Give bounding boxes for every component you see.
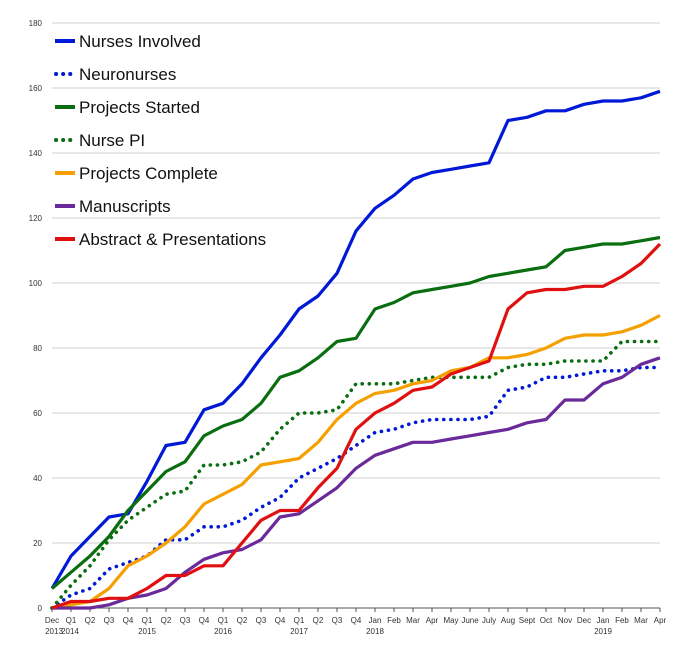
x-tick-label: Apr [426,616,439,625]
x-tick-label: Oct [540,616,553,625]
legend-label: Nurses Involved [79,32,201,51]
series-line-nurse-pi [50,339,662,610]
x-tick-label: Aug [501,616,515,625]
x-tick-label: Q2 [237,616,248,625]
x-tick-label: Q3 [180,616,191,625]
x-tick-label: Feb [615,616,629,625]
y-tick-label: 0 [38,604,43,613]
y-tick-label: 180 [29,19,43,28]
x-tick-label: Feb [387,616,401,625]
y-tick-label: 160 [29,84,43,93]
x-tick-label: Q4 [123,616,134,625]
x-tick-label: Q4 [199,616,210,625]
x-tick-label: Apr [654,616,667,625]
x-tick-label: Dec [577,616,591,625]
series-line-projects-complete [51,314,661,610]
x-tick-label: Nov [558,616,572,625]
x-tick-label: Q3 [332,616,343,625]
x-tick-label: Dec [45,616,59,625]
x-tick-label: Q1 [218,616,229,625]
legend-label: Manuscripts [79,197,171,216]
legend-label: Projects Complete [79,164,218,183]
x-tick-label: Q3 [256,616,267,625]
x-axis-ticks: Dec Q1 Q2 Q3 Q4 Q1 Q2 Q3 Q4 Q1 Q2 Q3 Q4 Q1 Q2 Q3 Q4 Jan Fe… [45,608,667,636]
x-tick-label: Mar [634,616,648,625]
x-year-label: 2014 [61,627,79,636]
y-tick-label: 140 [29,149,43,158]
y-tick-label: 40 [33,474,42,483]
y-tick-label: 20 [33,539,42,548]
x-tick-label: Q4 [351,616,362,625]
x-year-label: 2013 [45,627,63,636]
x-year-label: 2016 [214,627,232,636]
y-axis-ticks: 0 20 40 60 80 100 120 140 160 180 [29,19,43,613]
series-lines [50,89,662,610]
legend-label: Neuronurses [79,65,176,84]
x-tick-label: Q2 [85,616,96,625]
x-tick-label: Q2 [161,616,172,625]
series-line-abstract-presentations [51,242,662,610]
x-tick-label: June [461,616,479,625]
x-tick-label: Q1 [66,616,77,625]
x-tick-label: May [443,616,458,625]
y-tick-label: 80 [33,344,42,353]
x-tick-label: Mar [406,616,420,625]
y-tick-label: 120 [29,214,43,223]
x-tick-label: Q1 [142,616,153,625]
series-line-projects-started [50,235,661,590]
legend-label: Nurse PI [79,131,145,150]
x-year-label: 2015 [138,627,156,636]
legend-label: Projects Started [79,98,200,117]
x-year-label: 2018 [366,627,384,636]
x-tick-label: Q1 [294,616,305,625]
x-tick-label: Sept [519,616,536,625]
y-tick-label: 100 [29,279,43,288]
x-tick-label: Jan [597,616,610,625]
x-year-label: 2017 [290,627,308,636]
x-tick-label: July [482,616,496,625]
x-tick-label: Q3 [104,616,115,625]
series-line-neuronurses [50,365,662,610]
x-tick-label: Q2 [313,616,324,625]
x-tick-label: Q4 [275,616,286,625]
y-tick-label: 60 [33,409,42,418]
series-line-nurses-involved [50,89,661,590]
x-year-label: 2019 [594,627,612,636]
legend: Nurses Involved Neuronurses Projects Start… [54,32,266,249]
x-tick-label: Jan [369,616,382,625]
series-line-manuscripts [52,356,661,610]
legend-label: Abstract & Presentations [79,230,266,249]
grid-lines [52,22,660,609]
